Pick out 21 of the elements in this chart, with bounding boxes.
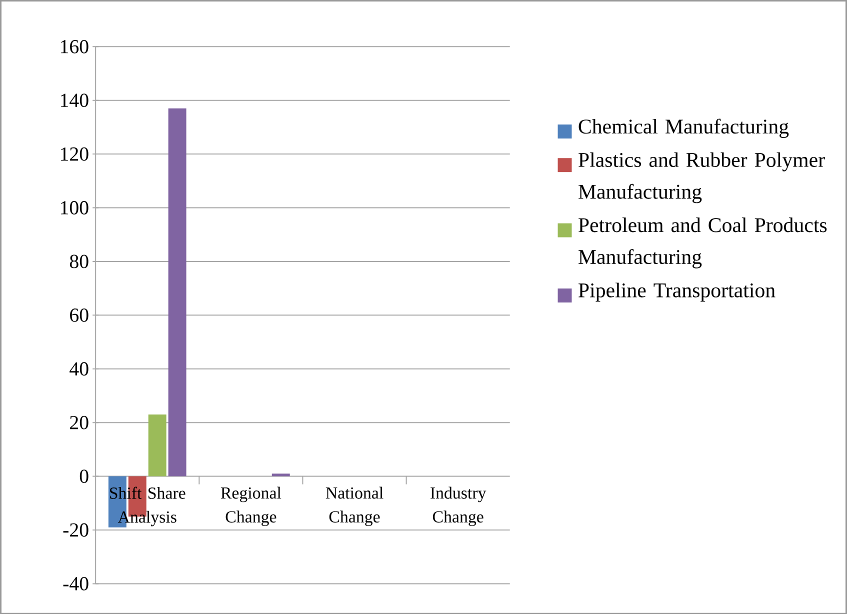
- bar: [168, 108, 186, 476]
- y-tick-label: -20: [63, 523, 88, 537]
- y-tick-label: 0: [80, 469, 88, 483]
- legend-label: Pipeline Transportation: [578, 282, 776, 302]
- x-tick-label: Regional Change: [220, 486, 282, 526]
- bar: [148, 414, 166, 476]
- y-tick-label: 20: [70, 416, 88, 430]
- y-tick-label: 40: [70, 362, 88, 376]
- legend-label: Plastics and Rubber Polymer Manufacturing: [578, 152, 825, 203]
- legend-label: Chemical Manufacturing: [578, 118, 789, 138]
- x-tick-label: National Change: [326, 486, 384, 526]
- y-tick-label: 100: [60, 200, 88, 214]
- bar: [272, 473, 290, 476]
- y-tick-label: 120: [60, 147, 88, 161]
- y-tick-label: -40: [63, 576, 88, 590]
- y-tick-label: 80: [70, 254, 88, 268]
- y-tick-label: 160: [60, 40, 88, 54]
- x-tick-label: Industry Change: [430, 486, 486, 526]
- y-tick-label: 140: [60, 93, 88, 107]
- legend-label: Petroleum and Coal Products Manufacturing: [578, 217, 827, 268]
- y-tick-label: 60: [70, 308, 88, 322]
